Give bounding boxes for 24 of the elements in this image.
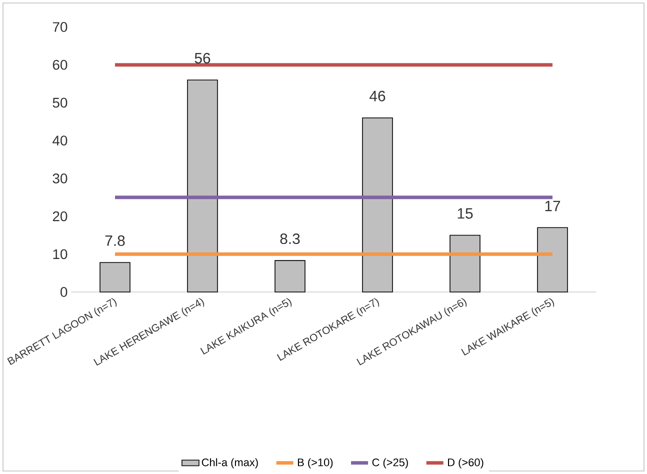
bar	[537, 227, 568, 292]
data-label: 7.8	[105, 235, 125, 246]
data-label: 15	[458, 208, 473, 219]
y-tick-label: 10	[53, 249, 68, 260]
bar	[274, 260, 306, 292]
y-tick-label: 0	[60, 287, 68, 297]
legend-label: Chl-a (max)	[202, 458, 258, 468]
y-tick-label: 20	[52, 211, 68, 222]
data-label: 56	[194, 52, 210, 64]
legend-label: D (>60)	[448, 458, 484, 468]
y-tick-label: 60	[52, 60, 68, 70]
y-tick-label: 70	[52, 22, 68, 32]
data-label: 8.3	[280, 233, 300, 244]
data-label: 46	[370, 90, 386, 102]
y-tick-label: 50	[52, 98, 68, 108]
bar	[450, 234, 480, 292]
bar	[100, 262, 130, 292]
y-tick-label: 30	[52, 173, 68, 184]
y-tick-label: 40	[52, 136, 68, 146]
data-label: 17	[545, 200, 560, 212]
bar	[362, 117, 393, 292]
legend-label: C (>25)	[372, 458, 408, 468]
legend-label: B (>10)	[298, 458, 333, 468]
bar	[187, 80, 218, 292]
